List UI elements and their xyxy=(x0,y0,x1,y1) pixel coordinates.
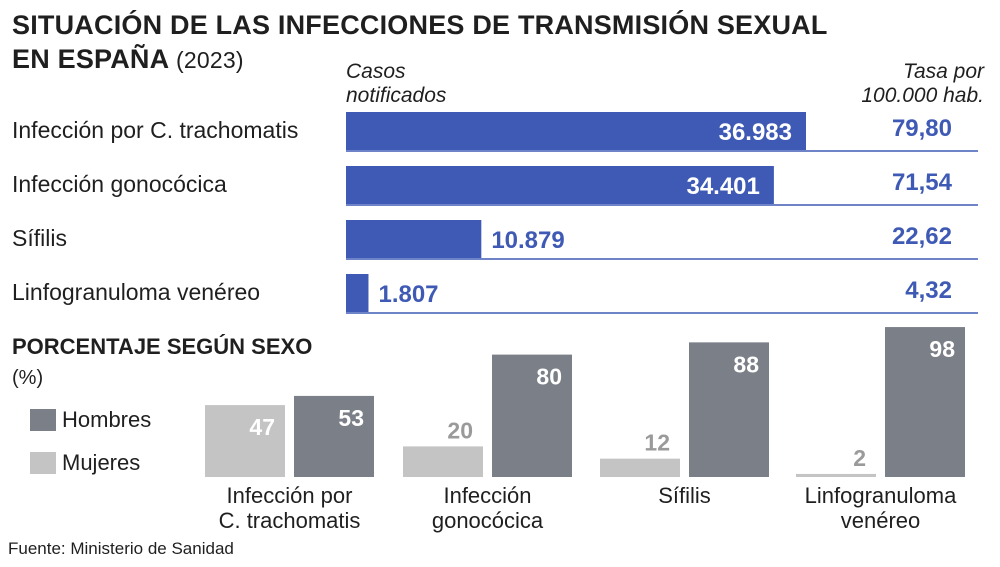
cases-bar xyxy=(346,274,369,312)
cases-bar xyxy=(346,166,774,204)
source-note: Fuente: Ministerio de Sanidad xyxy=(8,539,234,558)
rate-value-label: 22,62 xyxy=(891,223,952,250)
rate-header: Tasa por 100.000 hab. xyxy=(861,60,984,108)
sex-category-label: Infección por C. trachomatis xyxy=(175,483,404,533)
cases-value-label: 34.401 xyxy=(686,173,760,200)
hombres-value-label: 80 xyxy=(536,364,562,390)
legend-label-hombres: Hombres xyxy=(62,407,152,432)
mujeres-bar xyxy=(796,473,876,477)
sex-category-label-line: Sífilis xyxy=(658,483,711,508)
mujeres-value-label: 12 xyxy=(644,430,670,456)
cases-header: Casos notificados xyxy=(346,60,446,108)
sex-category-label: Linfogranuloma venéreo xyxy=(766,483,995,533)
category-label: Linfogranuloma venéreo xyxy=(12,279,261,305)
mujeres-value-label: 2 xyxy=(853,445,866,471)
sex-category-label-line: gonocócica xyxy=(431,508,544,533)
sex-category-label: Infección gonocócica xyxy=(373,483,602,533)
sex-category-label-line: C. trachomatis xyxy=(218,508,361,533)
hombres-bar xyxy=(689,342,769,477)
legend-label-mujeres: Mujeres xyxy=(62,450,141,475)
hombres-bar xyxy=(885,327,965,477)
hombres-value-label: 98 xyxy=(929,336,955,362)
cases-header-line-1: Casos xyxy=(346,60,406,83)
sex-category-label-line: Linfogranuloma xyxy=(804,483,957,508)
sex-chart-title: PORCENTAJE SEGÚN SEXO xyxy=(12,334,313,359)
sex-category-label: Sífilis xyxy=(570,483,799,508)
cases-bar xyxy=(346,220,482,258)
legend-swatch-hombres xyxy=(30,409,56,431)
sex-category-label-line: venéreo xyxy=(840,508,921,533)
mujeres-bar xyxy=(403,446,483,477)
cases-value-label: 10.879 xyxy=(491,227,565,254)
rate-value-label: 4,32 xyxy=(905,277,952,304)
sex-chart-unit: (%) xyxy=(12,367,44,389)
hombres-bar xyxy=(492,354,572,477)
mujeres-value-label: 47 xyxy=(249,414,275,440)
cases-bar xyxy=(346,112,806,150)
cases-value-label: 36.983 xyxy=(718,119,792,146)
legend-item-mujeres: Mujeres xyxy=(30,450,140,476)
chart-title: SITUACIÓN DE LAS INFECCIONES DE TRANSMIS… xyxy=(12,8,992,77)
category-label: Sífilis xyxy=(12,225,67,251)
rate-header-line-1: Tasa por xyxy=(903,60,984,83)
title-year: (2023) xyxy=(176,47,244,73)
cases-header-line-2: notificados xyxy=(346,84,447,107)
mujeres-value-label: 20 xyxy=(447,417,473,443)
title-line-2: EN ESPAÑA xyxy=(12,44,169,74)
legend-swatch-mujeres xyxy=(30,452,56,474)
title-line-1: SITUACIÓN DE LAS INFECCIONES DE TRANSMIS… xyxy=(12,10,828,40)
category-label: Infección por C. trachomatis xyxy=(12,117,299,143)
cases-value-label: 1.807 xyxy=(378,281,439,308)
sex-category-label-line: Infección por xyxy=(226,483,353,508)
category-label: Infección gonocócica xyxy=(12,171,227,197)
hombres-value-label: 53 xyxy=(338,405,364,431)
hombres-bar xyxy=(294,395,374,477)
hombres-value-label: 88 xyxy=(733,351,759,377)
mujeres-bar xyxy=(205,405,285,477)
legend-item-hombres: Hombres xyxy=(30,407,151,433)
mujeres-bar xyxy=(600,458,680,477)
sex-category-label-line: Infección xyxy=(443,483,532,508)
rate-value-label: 79,80 xyxy=(891,115,952,142)
rate-value-label: 71,54 xyxy=(891,169,952,196)
rate-header-line-2: 100.000 hab. xyxy=(861,84,984,107)
